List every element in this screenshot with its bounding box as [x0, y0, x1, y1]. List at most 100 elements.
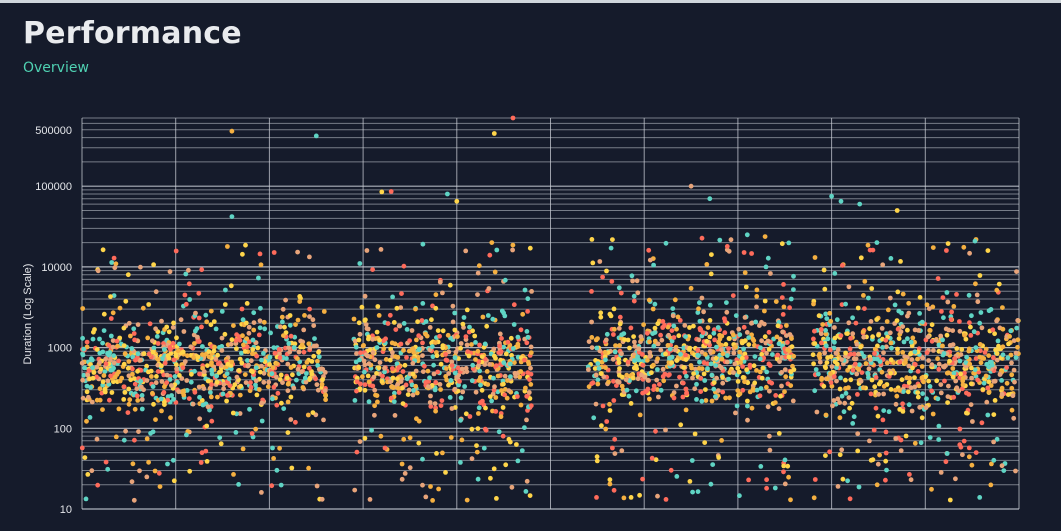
data-point — [841, 409, 847, 415]
data-point — [391, 320, 397, 325]
data-point — [1004, 380, 1010, 386]
data-point — [466, 353, 472, 359]
data-point — [420, 340, 425, 346]
data-point — [261, 379, 267, 385]
data-point — [757, 356, 763, 362]
data-point — [899, 377, 905, 383]
data-point — [716, 455, 722, 460]
data-point — [646, 247, 652, 253]
data-point — [782, 367, 788, 372]
data-point — [90, 336, 96, 342]
data-point — [929, 322, 935, 328]
data-point — [764, 369, 770, 375]
data-point — [391, 399, 397, 404]
data-point — [519, 448, 525, 453]
data-point — [935, 356, 940, 362]
data-point — [287, 349, 293, 355]
data-point — [789, 344, 795, 350]
data-point — [861, 334, 867, 340]
data-point — [912, 375, 917, 380]
data-point — [80, 306, 86, 311]
data-point — [314, 382, 320, 387]
data-point — [295, 366, 301, 372]
data-point — [446, 382, 451, 388]
data-point — [944, 332, 950, 338]
data-point — [322, 388, 328, 394]
data-point — [239, 306, 245, 312]
data-point — [206, 349, 212, 354]
data-point — [621, 495, 627, 501]
data-point — [602, 349, 608, 355]
data-point — [893, 387, 898, 393]
data-point — [385, 321, 391, 326]
overview-link[interactable]: Overview — [23, 60, 89, 76]
data-point — [170, 340, 176, 346]
data-point — [764, 485, 769, 491]
data-point — [485, 313, 491, 318]
data-point — [274, 467, 280, 473]
data-point — [205, 378, 211, 384]
data-point — [831, 345, 837, 351]
data-point — [460, 321, 466, 327]
data-point — [416, 346, 422, 352]
data-point — [288, 417, 294, 422]
data-point — [170, 457, 176, 463]
data-point — [367, 497, 373, 502]
data-point — [262, 326, 268, 332]
data-point — [501, 310, 506, 316]
data-point — [886, 409, 892, 415]
data-point — [428, 393, 433, 399]
data-point — [834, 361, 840, 367]
data-point — [214, 373, 220, 379]
data-point — [165, 461, 170, 467]
data-point — [791, 287, 796, 292]
data-point — [121, 397, 127, 402]
data-point — [121, 325, 127, 331]
data-point — [646, 297, 652, 303]
data-point — [964, 390, 969, 396]
data-point — [973, 345, 979, 350]
data-point — [855, 431, 861, 437]
data-point — [374, 393, 380, 398]
data-point — [100, 379, 106, 385]
data-point — [981, 356, 987, 361]
data-point — [476, 405, 482, 411]
data-point — [651, 387, 656, 392]
data-point — [779, 241, 785, 247]
data-point — [352, 338, 358, 344]
data-point — [138, 357, 144, 363]
data-point — [731, 350, 737, 356]
data-point — [776, 341, 782, 347]
data-point — [702, 440, 708, 445]
data-point — [301, 364, 307, 370]
data-point — [655, 356, 660, 362]
data-point — [1010, 393, 1016, 399]
data-point — [95, 482, 101, 488]
data-point — [518, 327, 524, 333]
data-point — [476, 411, 481, 416]
data-point — [159, 363, 164, 369]
data-point — [111, 353, 117, 358]
data-point — [1009, 385, 1015, 391]
data-point — [970, 419, 975, 424]
data-point — [969, 375, 974, 381]
data-point — [895, 350, 900, 356]
data-point — [161, 341, 166, 346]
data-point — [479, 354, 485, 359]
data-point — [680, 380, 686, 386]
data-point — [941, 351, 947, 356]
data-point — [180, 365, 186, 371]
data-point — [294, 377, 299, 383]
data-point — [293, 322, 298, 327]
data-point — [612, 326, 617, 332]
data-point — [832, 339, 837, 345]
data-point — [420, 456, 425, 462]
data-point — [269, 483, 275, 489]
data-point — [370, 333, 375, 339]
data-point — [919, 375, 925, 381]
data-point — [821, 383, 827, 389]
data-point — [79, 445, 85, 451]
data-point — [969, 313, 974, 319]
data-point — [452, 355, 458, 361]
data-point — [837, 400, 842, 405]
